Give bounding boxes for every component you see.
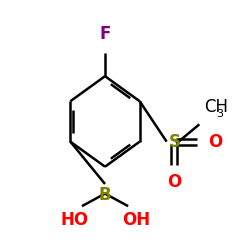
- Text: CH: CH: [204, 98, 228, 116]
- Text: O: O: [167, 174, 182, 192]
- Text: 3: 3: [216, 109, 223, 119]
- Text: OH: OH: [122, 211, 150, 229]
- Text: S: S: [168, 133, 180, 151]
- Text: B: B: [99, 186, 111, 204]
- Text: O: O: [208, 133, 222, 151]
- Text: F: F: [99, 24, 111, 42]
- Text: HO: HO: [60, 211, 88, 229]
